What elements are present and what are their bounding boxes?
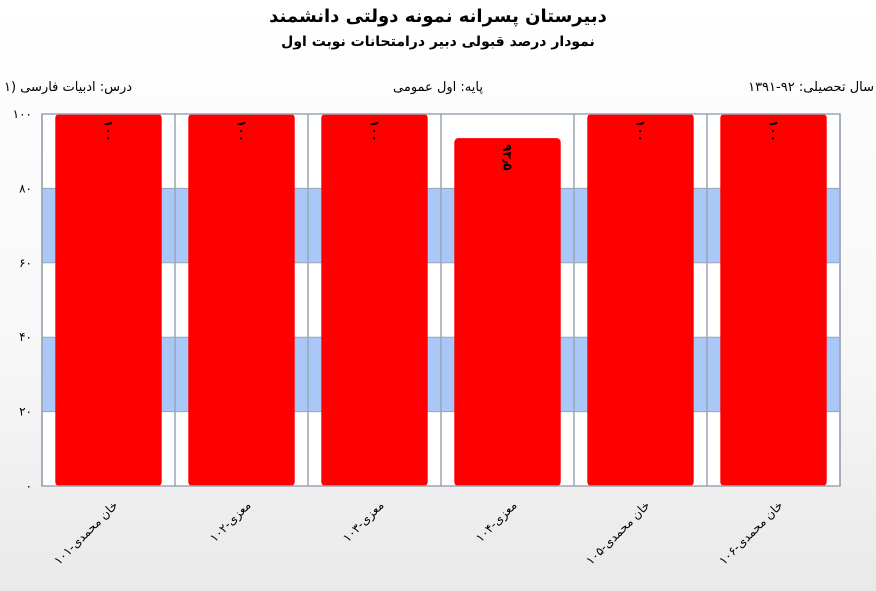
y-tick-label: ۰ — [26, 479, 32, 493]
bar — [454, 138, 561, 486]
y-tick-label: ۸۰ — [19, 181, 32, 195]
y-tick-label: ۴۰ — [19, 330, 32, 344]
chart-subtitle: نمودار درصد قبولی دبیر درامتحانات نوبت ا… — [281, 34, 595, 50]
y-tick-label: ۱۰۰ — [13, 107, 32, 121]
bar — [55, 114, 162, 486]
x-tick-label: خان محمدی-۱۰۶ — [716, 498, 785, 567]
bar — [720, 114, 827, 486]
bar-value-label: ۱۰۰ — [767, 120, 781, 142]
chart-title: دبیرستان پسرانه نمونه دولتی دانشمند — [269, 6, 607, 27]
bar-value-label: ۱۰۰ — [634, 120, 648, 142]
school-year-label: سال تحصیلی: ۹۲-۱۳۹۱ — [748, 80, 874, 95]
x-tick-label: معزی-۱۰۴ — [473, 498, 520, 545]
bar-value-label: ۱۰۰ — [102, 120, 116, 142]
y-tick-label: ۲۰ — [19, 405, 32, 419]
x-tick-label: معزی-۱۰۲ — [207, 498, 254, 545]
bar — [587, 114, 694, 486]
bar — [321, 114, 428, 486]
plot-border — [41, 113, 841, 487]
x-tick-label: معزی-۱۰۳ — [340, 498, 387, 545]
bar-value-label: ۱۰۰ — [368, 120, 382, 142]
x-tick-label: خان محمدی-۱۰۵ — [583, 498, 652, 567]
y-tick-label: ۶۰ — [19, 256, 32, 270]
bar-value-label: ۹۳٫۵ — [501, 144, 515, 170]
grade-label: پایه: اول عمومی — [393, 80, 483, 95]
x-tick-label: خان محمدی-۱۰۱ — [51, 498, 120, 567]
lesson-label: درس: ادبیات فارسی (۱ — [4, 80, 133, 95]
bar — [188, 114, 295, 486]
bar-value-label: ۱۰۰ — [235, 120, 249, 142]
